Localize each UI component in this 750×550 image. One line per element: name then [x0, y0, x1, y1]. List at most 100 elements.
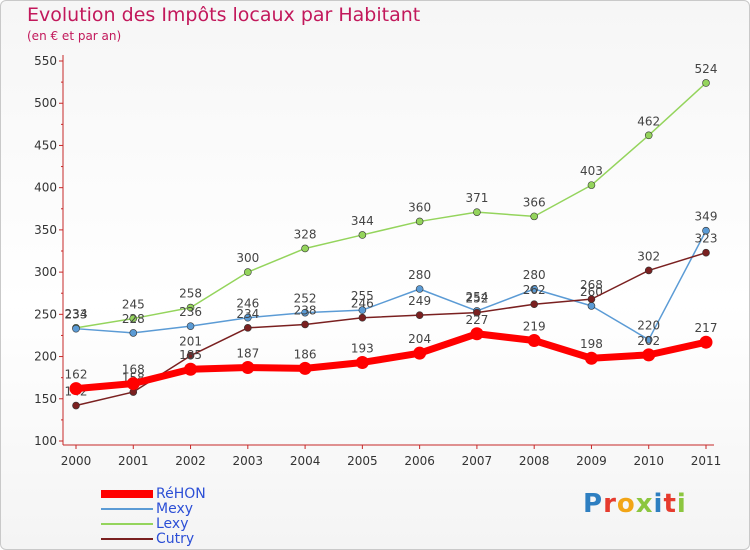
data-point	[702, 226, 710, 235]
legend-label: Mexy	[156, 501, 194, 517]
x-tick-label: 2002	[175, 454, 206, 468]
data-label: 252	[465, 292, 488, 306]
logo-letter: t	[663, 489, 677, 519]
data-point	[129, 314, 138, 323]
data-point	[415, 217, 424, 226]
data-label: 217	[695, 321, 718, 335]
data-point	[301, 320, 309, 329]
data-label: 403	[580, 164, 603, 178]
data-point	[470, 327, 484, 341]
x-tick-label: 2003	[233, 454, 264, 468]
data-label: 246	[351, 297, 374, 311]
data-point	[301, 308, 309, 317]
data-point	[298, 361, 312, 375]
data-label: 168	[122, 363, 145, 377]
data-point	[644, 131, 653, 140]
data-point	[644, 266, 653, 275]
data-point	[358, 306, 367, 314]
data-label: 258	[179, 287, 202, 301]
data-label: 260	[580, 285, 603, 299]
data-point	[69, 382, 83, 396]
logo-letter: r	[603, 489, 617, 519]
data-point	[244, 268, 252, 276]
data-point	[702, 79, 710, 87]
data-point	[413, 346, 427, 360]
data-label: 255	[351, 289, 374, 303]
legend-label: Cutry	[156, 531, 195, 547]
data-label: 204	[408, 332, 431, 346]
data-label: 462	[637, 114, 660, 128]
y-tick-label: 400	[34, 181, 57, 195]
data-point	[587, 302, 596, 310]
data-point	[244, 313, 252, 322]
data-point	[587, 181, 596, 189]
y-tick-label: 450	[34, 138, 57, 152]
data-label: 238	[294, 303, 317, 317]
data-label: 280	[408, 268, 431, 282]
data-point	[702, 248, 710, 257]
data-point	[355, 355, 369, 369]
data-point	[72, 401, 80, 410]
data-label: 371	[465, 191, 488, 205]
data-point	[530, 285, 538, 293]
data-label: 524	[695, 62, 718, 76]
chart-subtitle: (en € et par an)	[27, 29, 122, 43]
logo-letter: o	[616, 489, 636, 519]
data-label: 186	[294, 347, 317, 361]
series-line-cutry	[75, 251, 707, 407]
x-tick-label: 2005	[347, 454, 378, 468]
x-tick-label: 2000	[61, 454, 92, 468]
data-point	[584, 351, 598, 365]
data-point	[301, 244, 309, 253]
data-label: 360	[408, 200, 431, 214]
x-tick-label: 2004	[290, 454, 321, 468]
data-point	[358, 313, 367, 322]
legend-label: RéHON	[156, 486, 206, 502]
data-label: 245	[122, 298, 145, 312]
x-tick-label: 2011	[691, 454, 722, 468]
data-label: 193	[351, 341, 374, 355]
data-label: 198	[580, 337, 603, 351]
data-label: 328	[294, 227, 317, 241]
chart-title: Evolution des Impôts locaux par Habitant	[27, 4, 421, 26]
data-point	[244, 324, 252, 332]
data-point	[642, 348, 656, 362]
x-tick-label: 2006	[404, 454, 435, 468]
data-point	[473, 308, 481, 317]
y-tick-label: 350	[34, 223, 57, 237]
x-tick-label: 2007	[462, 454, 493, 468]
data-label: 228	[122, 312, 145, 326]
data-label: 219	[523, 320, 546, 334]
data-point	[527, 334, 541, 348]
data-label: 349	[695, 210, 718, 224]
legend-label: Lexy	[156, 516, 189, 532]
x-tick-label: 2010	[633, 454, 664, 468]
x-tick-label: 2008	[519, 454, 550, 468]
series-line-réhon	[72, 330, 710, 393]
data-point	[126, 377, 140, 391]
legend-swatch	[101, 508, 153, 510]
data-label: 302	[637, 249, 660, 263]
data-label: 234	[236, 307, 259, 321]
y-tick-label: 550	[34, 54, 57, 68]
data-point	[473, 208, 481, 216]
data-label: 323	[695, 232, 718, 246]
data-label: 252	[294, 292, 317, 306]
proxiti-logo: Proxiti	[583, 489, 687, 519]
y-tick-label: 250	[34, 307, 57, 321]
logo-letter: P	[583, 489, 604, 519]
data-label: 262	[523, 283, 546, 297]
data-point	[587, 295, 596, 303]
data-label: 227	[465, 313, 488, 327]
legend-swatch	[101, 523, 153, 525]
data-point	[415, 285, 424, 293]
series-line-lexy	[75, 82, 707, 329]
data-point	[530, 212, 538, 221]
data-point	[129, 329, 138, 337]
data-label: 234	[65, 307, 88, 321]
logo-letter: i	[676, 489, 687, 519]
y-tick-label: 200	[34, 350, 57, 364]
data-label: 300	[236, 251, 259, 265]
